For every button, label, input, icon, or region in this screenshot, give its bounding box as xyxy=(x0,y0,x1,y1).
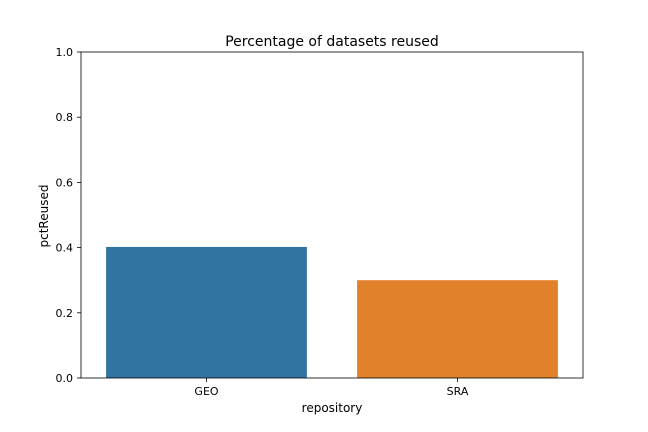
plot-area: GEO SRA 0.0 0.2 0.4 0.6 0.8 1.0 xyxy=(56,46,584,398)
y-tick-label: 0.6 xyxy=(56,176,74,189)
y-tick-label: 0.2 xyxy=(56,307,74,320)
y-tick-label: 0.0 xyxy=(56,372,74,385)
bar-geo xyxy=(106,246,307,378)
y-axis-label: pctReused xyxy=(37,185,51,248)
chart-title: Percentage of datasets reused xyxy=(225,34,439,50)
y-tick-label: 0.8 xyxy=(56,111,74,124)
axes-frame xyxy=(80,51,584,379)
x-tick-label: SRA xyxy=(447,385,469,398)
y-tick-label: 1.0 xyxy=(56,46,74,59)
y-tick-label: 0.4 xyxy=(56,242,74,255)
bar-sra xyxy=(357,280,558,378)
x-tick-label: GEO xyxy=(194,385,218,398)
x-axis-label: repository xyxy=(302,401,363,415)
